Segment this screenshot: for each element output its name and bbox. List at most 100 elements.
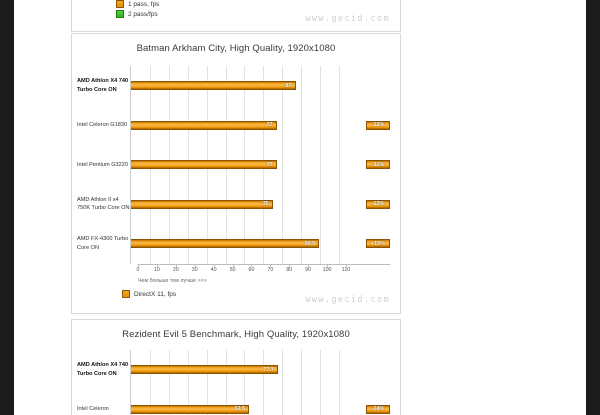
bar: 87 (131, 81, 296, 91)
gridline (320, 350, 322, 390)
axis-line (138, 264, 390, 265)
axis-tick-label: 50 (229, 267, 236, 273)
legend-item: 2 pass/fps (116, 10, 159, 18)
gridline (339, 105, 340, 145)
gridline (320, 66, 322, 106)
axis-tick-label: 90 (305, 267, 312, 273)
axis-tick (232, 264, 234, 267)
bar: 77 (131, 160, 277, 170)
gridline (339, 184, 340, 224)
legend-swatch-icon (116, 0, 124, 8)
watermark: www.gecid.com (305, 295, 390, 305)
category-label: Intel Celeron G1830 (77, 122, 128, 129)
bar-track: 77.7 (130, 350, 400, 390)
gridline (339, 389, 340, 415)
legend-main-chart: DirectX 11, fps (122, 290, 176, 298)
bar: 75 (131, 199, 273, 209)
panel-batman-chart: Batman Arkham City, High Quality, 1920x1… (71, 33, 401, 314)
gridline (320, 184, 322, 224)
gridline (301, 389, 303, 415)
chart-row: AMD Athlon X4 740 Turbo Core ON 77.7 (72, 350, 400, 390)
axis-tick-label: 20 (172, 267, 179, 273)
axis-tick-label: 70 (267, 267, 274, 273)
axis-tick-label: 100 (322, 267, 332, 273)
bar-track: 77 -11% (130, 145, 400, 185)
chart-row: AMD Athlon II x4 750K Turbo Core ON 75 -13… (72, 184, 400, 224)
bar: 77 (131, 120, 277, 130)
legend-item: 1 pass, fps (116, 0, 159, 8)
percent-badge: -11% (366, 160, 390, 170)
bar-value-label: 87 (285, 82, 292, 89)
axis-tick (308, 264, 310, 267)
bar-track: 87 (130, 66, 400, 106)
bar-value-label: 75 (262, 201, 269, 208)
gridline (282, 389, 284, 415)
axis-tick-label: 110 (341, 267, 351, 273)
legend-item: DirectX 11, fps (122, 290, 176, 298)
legend-swatch-icon (116, 10, 124, 18)
axis-tick (346, 264, 347, 267)
axis-tick (289, 264, 291, 267)
gridline (339, 66, 340, 106)
gridline (301, 105, 303, 145)
category-label: AMD Athlon X4 740 Turbo Core ON (77, 362, 129, 377)
plot-area-main: AMD Athlon X4 740 Turbo Core ON 87 Intel C… (72, 66, 400, 264)
panel-top-partial: 1 pass, fps 2 pass/fps www.gecid.com (71, 0, 401, 32)
bar-value-label: 77.7 (263, 366, 274, 373)
gridline (320, 389, 322, 415)
gridline (282, 145, 284, 185)
axis-tick (327, 264, 329, 267)
bar: 99.5 (131, 239, 320, 249)
gridline (320, 145, 322, 185)
gridline (301, 184, 303, 224)
x-axis-main: 0 10 20 30 40 50 60 70 80 90 100 110 (137, 264, 390, 280)
legend-top-chart: 1 pass, fps 2 pass/fps (116, 0, 159, 18)
chart-title: Rezident Evil 5 Benchmark, High Quality,… (122, 329, 350, 340)
chart-row: Intel Pentium G3220 77 -11% (72, 145, 400, 185)
gridline (339, 145, 340, 185)
chart-row: AMD FX-4300 Turbo Core ON 99.5 +15% (72, 224, 400, 264)
gridline (339, 224, 340, 264)
gridline (320, 105, 322, 145)
panel-resident-evil-chart: Rezident Evil 5 Benchmark, High Quality,… (71, 319, 401, 415)
bar-track: 75 -13% (130, 184, 400, 224)
bar-value-label: 62.5 (234, 406, 246, 413)
axis-tick-label: 40 (210, 267, 217, 273)
axis-tick (251, 264, 253, 267)
legend-label: 2 pass/fps (128, 10, 158, 18)
gridline (320, 224, 322, 264)
gridline (301, 145, 303, 185)
percent-badge: -14% (366, 404, 390, 414)
gridline (282, 105, 284, 145)
gridline (263, 389, 265, 415)
bar-value-label: 77 (266, 161, 273, 168)
axis-tick (175, 264, 177, 267)
category-label: AMD Athlon X4 740 Turbo Core ON (77, 78, 129, 93)
bar-value-label: 99.5 (304, 240, 316, 247)
axis-tick-label: 10 (153, 267, 160, 273)
legend-label: 1 pass, fps (128, 0, 160, 8)
chart-row: AMD Athlon X4 740 Turbo Core ON 87 (72, 66, 400, 106)
axis-tick (213, 264, 215, 267)
axis-tick-label: 80 (286, 267, 293, 273)
article-canvas: 1 pass, fps 2 pass/fps www.gecid.com Bat… (14, 0, 586, 415)
axis-tick (138, 264, 139, 267)
gridline (301, 350, 303, 390)
axis-note: Чем больше тем лучше >>> (138, 278, 207, 284)
gridline (282, 350, 284, 390)
gridline (282, 184, 284, 224)
gridline (301, 66, 303, 106)
axis-tick (270, 264, 272, 267)
axis-tick (156, 264, 158, 267)
bar-value-label: 77 (266, 122, 273, 129)
percent-badge: -13% (366, 199, 390, 209)
chart-row: Intel Celeron 62.5 -14% (72, 389, 400, 415)
chart-title: Batman Arkham City, High Quality, 1920x1… (136, 43, 336, 54)
chart-row: Intel Celeron G1830 77 -12% (72, 105, 400, 145)
axis-tick (194, 264, 196, 267)
gridline (339, 350, 340, 390)
category-label: AMD Athlon II x4 750K Turbo Core ON (77, 196, 130, 212)
bar-track: 62.5 -14% (130, 389, 400, 415)
bar: 62.5 (131, 404, 250, 414)
